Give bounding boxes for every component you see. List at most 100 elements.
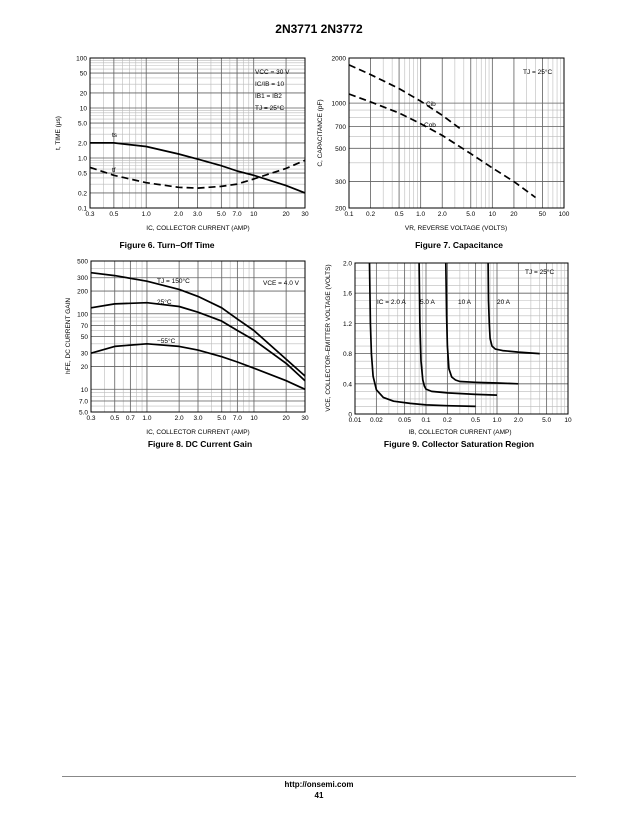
chart-annotation: TJ = 25°C: [525, 268, 554, 276]
y-tick-label: 1000: [332, 101, 347, 108]
y-tick-label: 5.0: [79, 410, 88, 417]
x-tick-label: 0.1: [344, 211, 353, 218]
x-tick-label: 2.0: [438, 211, 447, 218]
x-tick-label: 0.05: [398, 417, 411, 424]
x-tick-label: 0.1: [421, 417, 430, 424]
chart-annotation: VCE = 4.0 V: [263, 280, 300, 287]
y-axis-label: t, TIME (μs): [55, 116, 62, 150]
y-tick-label: 500: [77, 259, 88, 266]
x-axis-label: VR, REVERSE VOLTAGE (VOLTS): [405, 225, 507, 232]
page-number: 41: [314, 791, 324, 800]
y-tick-label: 200: [335, 206, 346, 213]
y-tick-label: 0: [348, 412, 352, 419]
x-tick-label: 10: [250, 415, 258, 422]
footer-divider: [62, 776, 576, 777]
series-label: TJ = 150°C: [157, 277, 190, 285]
y-tick-label: 0.2: [78, 190, 87, 197]
x-axis-label: IB, COLLECTOR CURRENT (AMP): [408, 429, 511, 436]
x-tick-label: 0.5: [109, 211, 118, 218]
x-tick-label: 5.0: [217, 211, 226, 218]
y-tick-label: 1.0: [78, 156, 87, 163]
y-tick-label: 300: [77, 275, 88, 282]
series-label: −55°C: [157, 337, 176, 345]
plot-frame: [354, 262, 569, 415]
x-tick-label: 30: [301, 415, 309, 422]
series-label: 5.0 A: [420, 299, 435, 306]
series-line: [90, 142, 306, 194]
x-tick-label: 5.0: [217, 415, 226, 422]
series-label: Cob: [424, 122, 436, 129]
y-tick-label: 10: [80, 106, 88, 113]
plot-frame: [89, 57, 306, 209]
x-tick-label: 3.0: [193, 211, 202, 218]
x-tick-label: 2.0: [175, 415, 184, 422]
y-axis-label: hFE, DC CURRENT GAIN: [65, 298, 72, 374]
y-tick-label: 2.0: [343, 261, 352, 268]
y-tick-label: 30: [81, 351, 89, 358]
x-tick-label: 50: [539, 211, 547, 218]
series-label: 10 A: [458, 299, 472, 306]
x-tick-label: 7.0: [233, 415, 242, 422]
y-axis-label: VCE, COLLECTOR–EMITTER VOLTAGE (VOLTS): [325, 264, 332, 411]
series-label: 25°C: [157, 298, 172, 306]
series-line: [90, 342, 306, 391]
y-tick-label: 700: [335, 124, 346, 131]
x-tick-label: 2.0: [174, 211, 183, 218]
series-line: [444, 262, 519, 385]
x-tick-label: 0.2: [443, 417, 452, 424]
series-line: [368, 262, 476, 408]
series-line: [418, 262, 498, 396]
x-tick-label: 10: [564, 417, 572, 424]
x-tick-label: 0.5: [395, 211, 404, 218]
series-label: Cib: [426, 101, 436, 108]
y-tick-label: 0.5: [78, 171, 87, 178]
y-tick-label: 300: [335, 179, 346, 186]
x-tick-label: 2.0: [514, 417, 523, 424]
series-label: ts: [112, 132, 118, 139]
y-tick-label: 50: [80, 71, 88, 78]
chart-annotation: VCC = 30 V: [255, 69, 290, 76]
x-tick-label: 0.2: [366, 211, 375, 218]
y-tick-label: 200: [77, 289, 88, 296]
y-tick-label: 500: [335, 146, 346, 153]
x-tick-label: 10: [250, 211, 258, 218]
plot-frame: [90, 260, 306, 413]
figure-caption: Figure 8. DC Current Gain: [148, 439, 252, 449]
y-axis-label: C, CAPACITANCE (pF): [317, 99, 324, 166]
y-tick-label: 0.1: [78, 206, 87, 213]
chart-annotation: IC/IB = 10: [255, 81, 284, 88]
x-axis-label: IC, COLLECTOR CURRENT (AMP): [146, 429, 249, 436]
x-tick-label: 5.0: [466, 211, 475, 218]
x-tick-label: 7.0: [233, 211, 242, 218]
x-tick-label: 20: [510, 211, 518, 218]
y-tick-label: 2.0: [78, 140, 87, 147]
x-tick-label: 1.0: [142, 211, 151, 218]
x-tick-label: 1.0: [416, 211, 425, 218]
chart-annotation: TJ = 25°C: [255, 104, 284, 112]
series-line: [348, 64, 461, 129]
series-line: [90, 301, 306, 382]
page-title: 2N3771 2N3772: [275, 22, 363, 36]
y-tick-label: 50: [81, 334, 89, 341]
y-tick-label: 2000: [332, 56, 347, 63]
series-line: [487, 262, 540, 355]
figure-caption: Figure 7. Capacitance: [415, 240, 503, 250]
series-line: [89, 159, 306, 189]
y-tick-label: 20: [80, 90, 88, 97]
chart-annotation: TJ = 25°C: [523, 68, 552, 76]
y-tick-label: 7.0: [79, 398, 88, 405]
x-tick-label: 0.02: [370, 417, 383, 424]
x-tick-label: 3.0: [193, 415, 202, 422]
x-tick-label: 5.0: [542, 417, 551, 424]
x-tick-label: 10: [489, 211, 497, 218]
y-tick-label: 20: [81, 364, 89, 371]
y-tick-label: 0.4: [343, 381, 352, 388]
x-tick-label: 0.5: [110, 415, 119, 422]
y-tick-label: 1.2: [343, 321, 352, 328]
x-tick-label: 20: [282, 211, 290, 218]
series-line: [348, 93, 537, 199]
x-tick-label: 0.5: [471, 417, 480, 424]
y-tick-label: 0.8: [343, 351, 352, 358]
